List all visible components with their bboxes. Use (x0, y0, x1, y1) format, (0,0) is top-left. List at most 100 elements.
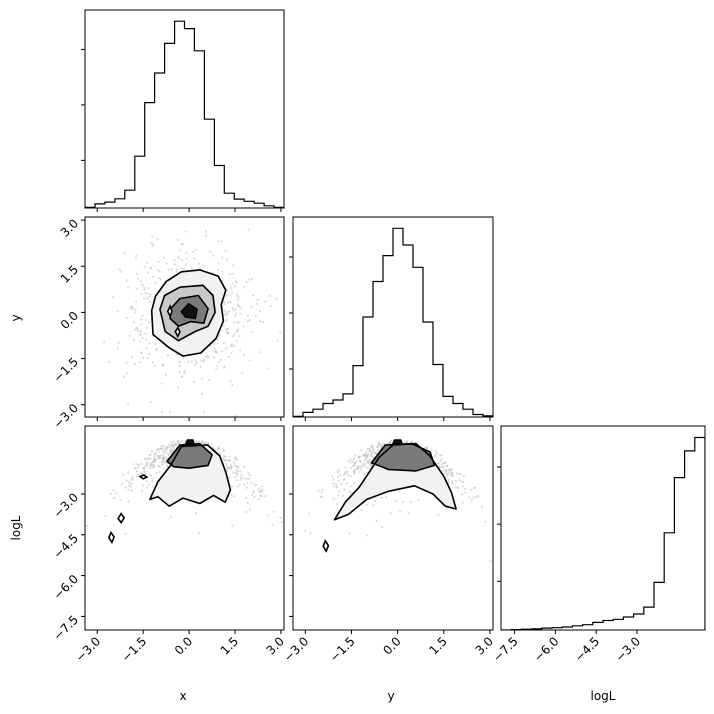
scatter-point (170, 447, 173, 450)
scatter-point (151, 275, 155, 278)
scatter-point (125, 479, 128, 482)
panel-y-logL (304, 439, 492, 563)
scatter-point (144, 332, 147, 335)
scatter-point (236, 298, 239, 301)
scatter-point (251, 330, 254, 334)
scatter-point (152, 463, 155, 467)
scatter-point (151, 361, 154, 364)
scatter-point (231, 306, 234, 309)
scatter-point (118, 268, 121, 271)
scatter-point (151, 477, 154, 480)
scatter-point (130, 478, 134, 481)
scatter-point (144, 464, 147, 468)
scatter-point (157, 464, 160, 467)
scatter-point (251, 493, 254, 496)
scatter-point (337, 494, 340, 497)
scatter-point (461, 501, 464, 504)
scatter-point (463, 487, 466, 490)
scatter-point (128, 482, 131, 486)
scatter-point (221, 270, 224, 273)
scatter-point (443, 461, 446, 464)
scatter-point (184, 440, 187, 443)
scatter-point (168, 443, 171, 446)
scatter-point (279, 516, 282, 519)
scatter-point (162, 456, 165, 459)
scatter-point (259, 351, 262, 354)
scatter-point (462, 474, 465, 477)
scatter-point (131, 306, 134, 309)
y-tick-label: −3.0 (51, 490, 82, 521)
scatter-point (358, 470, 361, 474)
scatter-point (381, 525, 384, 529)
scatter-point (213, 347, 216, 350)
scatter-point (237, 466, 240, 469)
scatter-point (156, 268, 159, 271)
scatter-point (359, 465, 362, 468)
scatter-point (151, 243, 154, 247)
scatter-point (344, 466, 347, 469)
scatter-point (160, 382, 163, 385)
scatter-point (232, 495, 236, 498)
scatter-point (104, 515, 107, 518)
scatter-point (164, 447, 167, 450)
scatter-point (222, 457, 225, 461)
scatter-point (127, 485, 131, 488)
scatter-point (204, 441, 207, 444)
scatter-point (222, 449, 225, 453)
scatter-point (130, 489, 133, 492)
scatter-point (151, 466, 154, 469)
x-tick-label: −3.0 (73, 634, 104, 665)
scatter-point (231, 272, 234, 275)
scatter-point (147, 287, 150, 290)
scatter-point (164, 456, 167, 459)
scatter-point (143, 297, 146, 300)
scatter-point (229, 300, 232, 303)
scatter-point (461, 485, 464, 488)
scatter-point (144, 292, 147, 295)
panel-frame-2-1 (292, 425, 494, 631)
scatter-point (434, 450, 438, 453)
scatter-point (246, 482, 249, 485)
scatter-point (254, 315, 257, 318)
scatter-point (134, 257, 138, 260)
scatter-point (139, 280, 142, 283)
scatter-point (177, 255, 180, 258)
scatter-point (134, 308, 137, 311)
contour-island (117, 512, 126, 525)
scatter-point (235, 479, 238, 482)
logL-axis-label: logL (591, 689, 616, 703)
scatter-point (235, 339, 238, 343)
scatter-point (181, 259, 184, 262)
scatter-point (175, 270, 178, 273)
scatter-point (372, 445, 375, 448)
scatter-point (200, 440, 203, 443)
scatter-point (130, 355, 134, 358)
scatter-point (373, 500, 377, 503)
scatter-point (216, 342, 219, 345)
scatter-point (127, 286, 130, 289)
scatter-point (365, 453, 368, 456)
scatter-point (355, 460, 358, 463)
scatter-point (227, 459, 231, 462)
scatter-point (236, 303, 240, 306)
scatter-point (122, 375, 126, 378)
scatter-point (146, 261, 149, 264)
scatter-point (250, 481, 253, 484)
scatter-point (339, 473, 342, 477)
scatter-point (319, 495, 322, 498)
scatter-point (171, 268, 174, 271)
scatter-point (279, 331, 282, 334)
scatter-point (332, 497, 335, 500)
scatter-point (116, 347, 119, 350)
scatter-point (183, 268, 186, 271)
scatter-point (389, 440, 392, 443)
scatter-point (148, 295, 151, 298)
scatter-point (261, 488, 264, 491)
scatter-point (255, 483, 258, 487)
scatter-point (363, 458, 366, 461)
x-tick-label: −7.5 (490, 634, 521, 665)
x-tick-label: 0.0 (380, 634, 403, 657)
scatter-point (376, 446, 379, 449)
scatter-point (123, 252, 126, 255)
scatter-point (455, 472, 459, 475)
